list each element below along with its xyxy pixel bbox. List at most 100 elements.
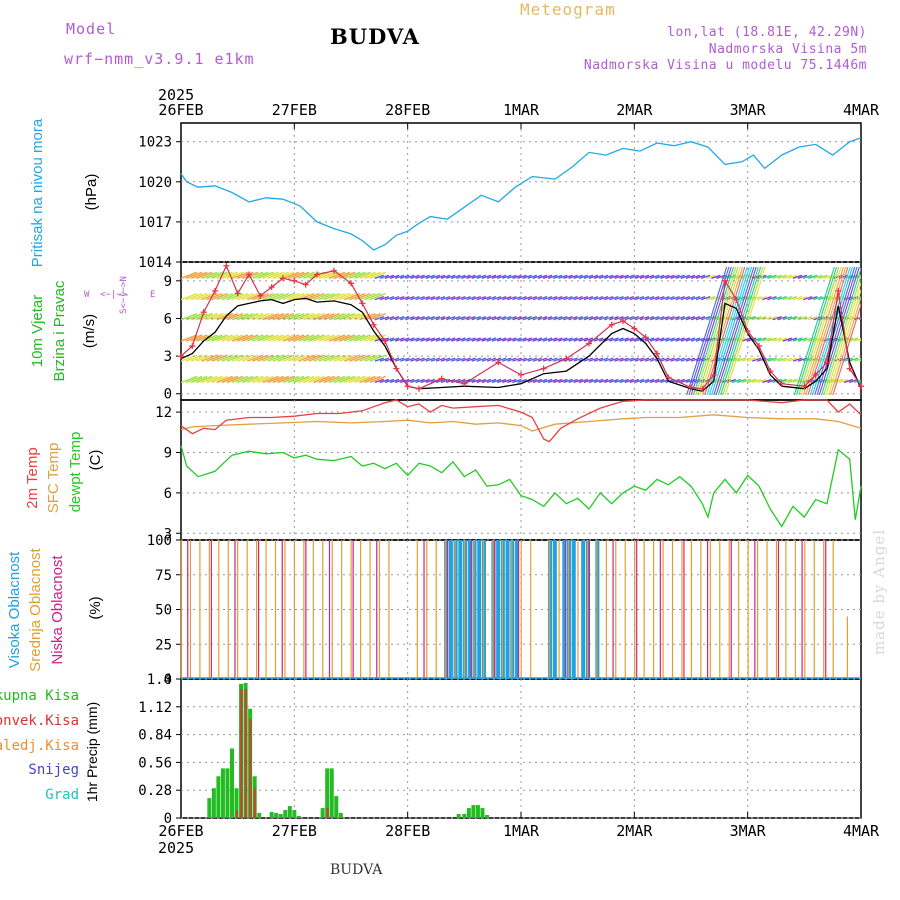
wind-barb xyxy=(711,274,721,279)
wind-streak xyxy=(807,266,849,396)
wind-barb xyxy=(451,274,461,279)
low-cloud-label: Niska Oblacnost xyxy=(49,555,66,665)
wind-barb xyxy=(598,357,609,362)
wind-barb xyxy=(364,292,381,301)
wind-barb xyxy=(721,357,731,362)
gust-marker xyxy=(257,292,264,299)
wind-barb xyxy=(466,337,476,342)
wind-barb xyxy=(374,378,385,384)
precip-total-bar xyxy=(466,808,471,818)
wind-barb xyxy=(517,274,527,279)
wind-barb xyxy=(349,271,366,279)
wind-barb xyxy=(221,334,239,342)
wind-barb xyxy=(461,274,471,279)
wind-barb xyxy=(629,316,640,321)
wind-streak xyxy=(702,266,744,396)
wind-barb xyxy=(859,381,861,384)
wind-barb xyxy=(226,334,244,342)
gust-marker xyxy=(733,296,740,303)
wind-barb xyxy=(181,334,198,342)
wind-barb xyxy=(527,357,538,362)
precip-conv-bar xyxy=(249,718,252,818)
wind-barb xyxy=(665,316,675,321)
wind-barb xyxy=(797,316,808,321)
wind-barb xyxy=(624,337,634,342)
wind-barb xyxy=(338,334,356,342)
compass-e: E xyxy=(150,290,155,300)
wind-barb xyxy=(486,378,497,384)
gust-marker xyxy=(858,383,864,390)
top-time-tick: 28FEB xyxy=(385,101,430,119)
wind-barb xyxy=(267,354,284,362)
wind-barb xyxy=(425,316,436,321)
wind-barb xyxy=(298,354,315,362)
panel-frame xyxy=(180,399,862,541)
mid-cloud-label: Srednja Oblacnost xyxy=(27,547,44,671)
wind-barb xyxy=(257,375,274,384)
wind-barb xyxy=(813,357,823,362)
precip-bars xyxy=(207,682,489,818)
gust-marker xyxy=(620,317,626,324)
y-tick-label: 1.4 xyxy=(147,672,172,688)
footer-location: BUDVA xyxy=(330,862,383,878)
gust-marker xyxy=(563,355,570,362)
gust-marker xyxy=(291,277,298,284)
wind-barb xyxy=(405,295,415,301)
precip-total-bar xyxy=(292,810,297,818)
wind-barb xyxy=(558,316,568,321)
wind-speed-line xyxy=(180,297,862,392)
wind-barb xyxy=(333,292,351,301)
wind-barb xyxy=(349,313,366,321)
wind-barb xyxy=(655,378,665,384)
y-tick-label: 0 xyxy=(164,387,172,403)
wind-barb xyxy=(206,354,223,362)
wind-barb xyxy=(619,316,629,321)
precip-total-bar xyxy=(325,768,330,818)
wind-barb xyxy=(823,295,833,301)
wind-barb xyxy=(588,378,599,384)
wind-barb xyxy=(568,274,578,279)
high-cloud-bar xyxy=(562,540,567,679)
wind-barb xyxy=(568,316,578,321)
precip-total-bar xyxy=(220,768,225,818)
wind-barb xyxy=(629,274,640,279)
gust-marker xyxy=(699,385,706,392)
wind-barb xyxy=(675,274,685,279)
wind-barb xyxy=(639,274,650,279)
wind-barb xyxy=(486,295,497,301)
wind-barb xyxy=(568,337,578,342)
wind-barb xyxy=(410,274,420,279)
wind-barb xyxy=(318,313,335,321)
wind-barb xyxy=(389,378,400,384)
wind-barb xyxy=(762,378,772,384)
wind-barb xyxy=(762,295,772,301)
wind-streak xyxy=(830,295,861,396)
wind-barb xyxy=(507,357,517,362)
high-cloud-bar xyxy=(571,540,576,679)
wind-barb xyxy=(481,337,492,342)
wind-barb xyxy=(547,295,558,301)
wind-barb xyxy=(578,337,589,342)
high-cloud-bar xyxy=(458,540,463,679)
wind-barb xyxy=(349,334,366,342)
wind-barb xyxy=(277,375,295,384)
wind-barb xyxy=(231,292,249,301)
wind-barb xyxy=(787,378,798,384)
wind-barb xyxy=(639,357,650,362)
wind-barb xyxy=(517,295,527,301)
gust-marker xyxy=(518,371,524,378)
wind-barb xyxy=(665,295,675,301)
precip-total-bar xyxy=(287,806,292,818)
wind-barb xyxy=(563,378,573,384)
wind-barb xyxy=(690,274,701,279)
wind-streak xyxy=(699,266,741,396)
wind-barb xyxy=(624,316,634,321)
wind-barb xyxy=(282,292,300,301)
wind-streak xyxy=(692,266,734,396)
wind-barb xyxy=(333,354,351,362)
wind-barb xyxy=(598,295,609,301)
wind-barb xyxy=(583,316,594,321)
wind-barb xyxy=(461,316,471,321)
wind-barb xyxy=(466,357,476,362)
wind-barb xyxy=(553,378,563,384)
